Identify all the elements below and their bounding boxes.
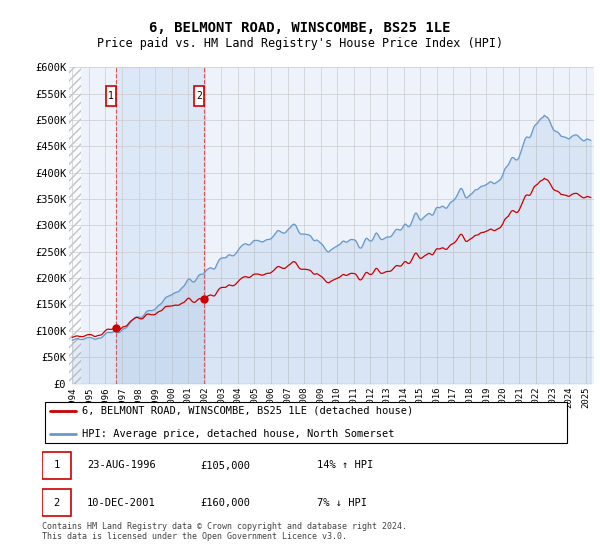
Text: Price paid vs. HM Land Registry's House Price Index (HPI): Price paid vs. HM Land Registry's House … <box>97 37 503 50</box>
Text: 10-DEC-2001: 10-DEC-2001 <box>87 498 155 507</box>
Text: 23-AUG-1996: 23-AUG-1996 <box>87 460 155 470</box>
Text: Contains HM Land Registry data © Crown copyright and database right 2024.
This d: Contains HM Land Registry data © Crown c… <box>42 522 407 542</box>
Text: 7% ↓ HPI: 7% ↓ HPI <box>317 498 367 507</box>
Text: 14% ↑ HPI: 14% ↑ HPI <box>317 460 373 470</box>
Text: 6, BELMONT ROAD, WINSCOMBE, BS25 1LE: 6, BELMONT ROAD, WINSCOMBE, BS25 1LE <box>149 21 451 35</box>
FancyBboxPatch shape <box>194 86 204 106</box>
Bar <box>116 67 204 384</box>
FancyBboxPatch shape <box>106 86 116 106</box>
Text: 1: 1 <box>108 91 114 101</box>
Text: HPI: Average price, detached house, North Somerset: HPI: Average price, detached house, Nort… <box>82 429 394 438</box>
Text: 6, BELMONT ROAD, WINSCOMBE, BS25 1LE (detached house): 6, BELMONT ROAD, WINSCOMBE, BS25 1LE (de… <box>82 406 413 416</box>
FancyBboxPatch shape <box>44 402 568 443</box>
Text: 2: 2 <box>53 498 59 507</box>
Text: 2: 2 <box>196 91 202 101</box>
Text: 1: 1 <box>53 460 59 470</box>
Text: £105,000: £105,000 <box>200 460 250 470</box>
Text: £160,000: £160,000 <box>200 498 250 507</box>
FancyBboxPatch shape <box>42 452 71 479</box>
FancyBboxPatch shape <box>42 489 71 516</box>
